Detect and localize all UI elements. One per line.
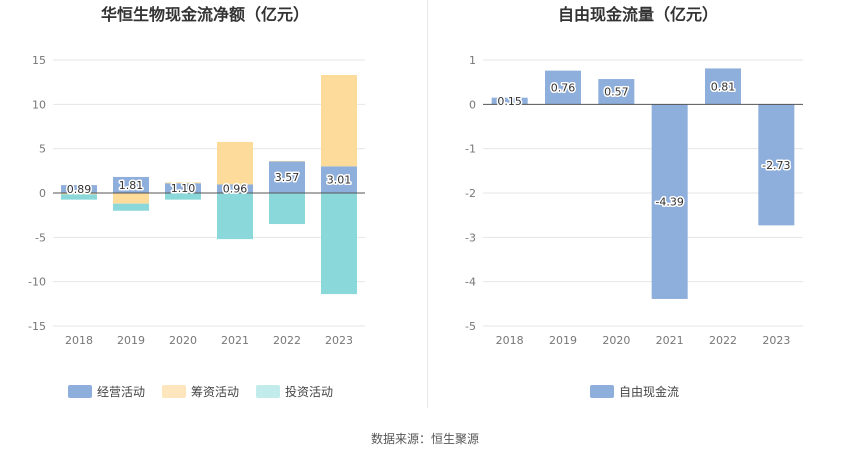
- x-tick-label: 2019: [117, 334, 145, 347]
- bar-筹资活动-2019: [113, 193, 149, 204]
- data-label: 0.15: [497, 95, 522, 108]
- bar-筹资活动-2022: [269, 160, 305, 162]
- y-tick-label: 15: [32, 54, 46, 67]
- bar-经营活动-2019: [113, 176, 149, 193]
- bar-投资活动-2020: [165, 193, 201, 200]
- y-tick-label: -4: [465, 276, 476, 289]
- data-label: 0.76: [551, 81, 576, 94]
- bar-自由现金流-2020: [598, 79, 635, 105]
- legend-swatch: [68, 385, 92, 398]
- y-tick-label: -1: [465, 143, 476, 156]
- bar-投资活动-2019: [113, 203, 149, 211]
- y-tick-label: -5: [465, 320, 476, 333]
- data-label: 0.89: [67, 183, 92, 196]
- bar-经营活动-2023: [321, 166, 357, 193]
- bar-经营活动-2018: [61, 185, 97, 193]
- bar-投资活动-2018: [61, 194, 97, 200]
- x-tick-label: 2021: [221, 334, 249, 347]
- x-tick-label: 2020: [169, 334, 197, 347]
- bar-自由现金流-2018: [491, 97, 528, 105]
- bar-筹资活动-2018: [61, 193, 97, 195]
- bar-投资活动-2022: [269, 193, 305, 225]
- data-label: 0.57: [604, 86, 629, 99]
- x-tick-label: 2018: [496, 334, 524, 347]
- y-tick-label: -2: [465, 187, 476, 200]
- data-label: 1.10: [171, 182, 196, 195]
- legend-label: 经营活动: [97, 385, 145, 399]
- x-tick-label: 2021: [656, 334, 684, 347]
- legend-swatch: [590, 385, 614, 398]
- y-tick-label: 1: [469, 54, 476, 67]
- x-tick-label: 2020: [602, 334, 630, 347]
- x-tick-label: 2023: [325, 334, 353, 347]
- bar-投资活动-2021: [217, 193, 253, 240]
- x-tick-label: 2022: [709, 334, 737, 347]
- bar-自由现金流-2019: [545, 70, 581, 105]
- data-label: 1.81: [119, 179, 144, 192]
- y-tick-label: -10: [28, 276, 46, 289]
- legend-swatch: [256, 385, 280, 398]
- bar-自由现金流-2021: [651, 104, 688, 299]
- data-label: 3.01: [327, 174, 352, 187]
- legend-swatch: [162, 385, 186, 398]
- y-tick-label: 10: [32, 98, 46, 111]
- data-label: -2.73: [762, 159, 790, 172]
- bar-筹资活动-2020: [165, 182, 201, 184]
- x-tick-label: 2023: [762, 334, 790, 347]
- x-tick-label: 2018: [65, 334, 93, 347]
- data-source-note: 数据来源：恒生聚源: [370, 432, 479, 446]
- legend-label: 筹资活动: [191, 385, 239, 399]
- legend-label: 自由现金流: [619, 384, 679, 399]
- chart-title-2: 自由现金流量（亿元）: [558, 5, 718, 24]
- chart-title-1: 华恒生物现金流净额（亿元）: [101, 5, 309, 24]
- bar-经营活动-2020: [165, 183, 201, 193]
- bar-投资活动-2023: [321, 193, 357, 295]
- bar-经营活动-2021: [217, 184, 253, 193]
- y-tick-label: 5: [39, 143, 46, 156]
- x-tick-label: 2022: [273, 334, 301, 347]
- y-tick-label: 0: [39, 187, 46, 200]
- bar-自由现金流-2023: [758, 104, 795, 226]
- bar-自由现金流-2022: [705, 68, 741, 105]
- y-tick-label: -5: [35, 231, 46, 244]
- x-tick-label: 2019: [549, 334, 577, 347]
- panel-divider: [427, 0, 428, 408]
- data-label: 0.81: [711, 80, 736, 93]
- bar-经营活动-2022: [269, 161, 305, 193]
- data-label: -4.39: [655, 196, 683, 209]
- y-tick-label: 0: [469, 98, 476, 111]
- y-tick-label: -15: [28, 320, 46, 333]
- bar-筹资活动-2021: [217, 141, 253, 185]
- legend-label: 投资活动: [285, 384, 333, 399]
- data-label: 3.57: [275, 171, 300, 184]
- y-tick-label: -3: [465, 231, 476, 244]
- bar-筹资活动-2023: [321, 74, 357, 167]
- data-label: 0.96: [223, 183, 248, 196]
